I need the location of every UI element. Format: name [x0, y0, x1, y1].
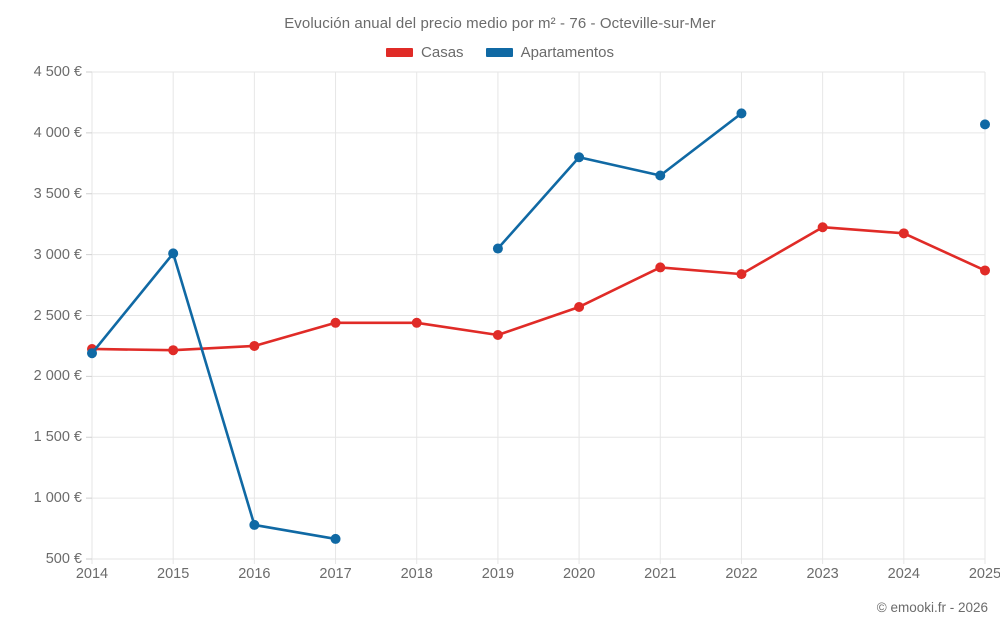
y-axis-tick-label: 2 000 € [33, 368, 82, 385]
x-axis-tick-label: 2021 [644, 566, 677, 582]
data-point[interactable] [655, 262, 666, 273]
series-line [90, 225, 987, 352]
x-axis-tick-label: 2016 [238, 566, 271, 582]
data-point[interactable] [330, 533, 341, 544]
data-point[interactable] [574, 152, 585, 163]
data-point[interactable] [574, 301, 585, 312]
data-point[interactable] [898, 228, 909, 239]
y-axis-tick-label: 2 500 € [33, 307, 82, 324]
x-axis-tick-label: 2014 [75, 566, 109, 582]
series-line [496, 112, 743, 250]
x-axis-tick-label: 2024 [887, 566, 920, 582]
series-line [90, 252, 337, 541]
legend-item-casas[interactable]: Casas [386, 44, 464, 61]
data-point[interactable] [817, 222, 828, 233]
data-point[interactable] [492, 329, 503, 340]
x-axis-tick-label: 2015 [157, 566, 190, 582]
data-point[interactable] [330, 317, 341, 328]
legend-label-casas: Casas [421, 44, 464, 61]
series-apartamentos [87, 108, 990, 544]
series-layer [87, 108, 990, 544]
y-axis-labels: 500 € 1 000 € 1 500 € 2 000 € 2 500 € 3 000 €… [0, 0, 82, 625]
data-point[interactable] [655, 170, 666, 181]
chart-title: Evolución anual del precio medio por m² … [284, 15, 716, 32]
data-point[interactable] [492, 243, 503, 254]
x-axis-tick-label: 2018 [400, 566, 433, 582]
footer-credit: © emooki.fr - 2026 [876, 600, 988, 615]
gridlines [86, 71, 986, 564]
legend-item-apartamentos[interactable]: Apartamentos [485, 44, 614, 61]
data-point[interactable] [249, 519, 260, 530]
series-casas [87, 222, 990, 356]
data-point[interactable] [249, 340, 260, 351]
y-axis-tick-label: 1 500 € [33, 429, 82, 446]
chart-legend: Casas Apartamentos [0, 44, 1000, 61]
x-axis-tick-label: 2020 [562, 566, 596, 582]
y-axis-tick-label: 4 000 € [33, 124, 82, 141]
y-axis-tick-label: 3 000 € [33, 246, 82, 263]
data-point[interactable] [87, 348, 97, 359]
y-axis-tick-label: 3 500 € [33, 185, 82, 202]
x-axis-tick-label: 2023 [806, 566, 839, 582]
data-point[interactable] [980, 265, 990, 276]
data-point[interactable] [736, 108, 747, 119]
legend-swatch-apartamentos [485, 48, 513, 57]
legend-swatch-casas [386, 48, 414, 57]
x-axis-tick-label: 2022 [725, 566, 758, 582]
x-axis-tick-label: 2025 [968, 566, 1000, 582]
y-axis-tick-label: 4 500 € [33, 64, 82, 80]
data-point[interactable] [411, 317, 422, 328]
y-axis-tick-label: 500 € [45, 551, 82, 567]
data-point[interactable] [980, 119, 990, 130]
x-axis-tick-label: 2019 [481, 566, 515, 582]
x-axis-tick-label: 2017 [319, 566, 352, 582]
data-point[interactable] [736, 269, 747, 280]
legend-label-apartamentos: Apartamentos [520, 44, 614, 61]
y-axis-tick-label: 1 000 € [33, 490, 82, 507]
data-point[interactable] [168, 248, 179, 259]
data-point[interactable] [168, 345, 179, 356]
